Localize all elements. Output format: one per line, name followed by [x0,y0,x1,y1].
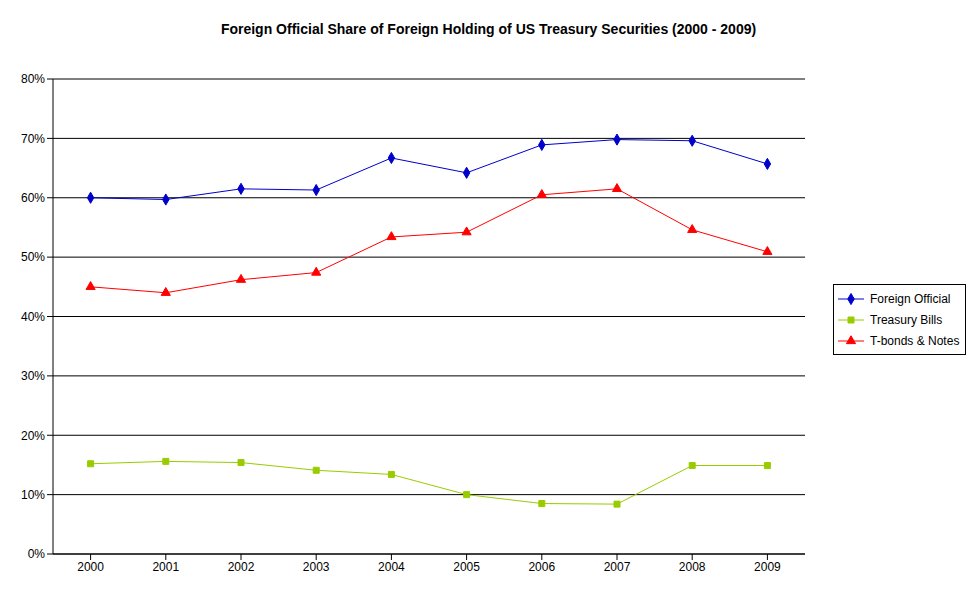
svg-text:0%: 0% [28,547,46,561]
svg-text:2007: 2007 [604,560,631,574]
svg-text:60%: 60% [21,191,45,205]
svg-text:2005: 2005 [453,560,480,574]
svg-text:30%: 30% [21,369,45,383]
svg-text:50%: 50% [21,250,45,264]
html-text:T-bonds & Notes: T-bonds & Notes [870,333,960,348]
svg-text:2003: 2003 [303,560,330,574]
svg-text:40%: 40% [21,310,45,324]
html-text:Treasury Bills: Treasury Bills [870,312,943,327]
html-text:Foreign Official Share of Fore: Foreign Official Share of Foreign Holdin… [220,21,757,37]
svg-text:10%: 10% [21,488,45,502]
svg-text:2008: 2008 [679,560,706,574]
svg-text:2002: 2002 [228,560,255,574]
svg-text:20%: 20% [21,429,45,443]
svg-text:70%: 70% [21,132,45,146]
svg-text:2000: 2000 [77,560,104,574]
svg-text:2006: 2006 [528,560,555,574]
svg-text:80%: 80% [21,72,45,86]
svg-text:2004: 2004 [378,560,405,574]
svg-text:2001: 2001 [152,560,179,574]
html-text:Foreign Official: Foreign Official [870,291,951,306]
svg-text:2009: 2009 [754,560,781,574]
